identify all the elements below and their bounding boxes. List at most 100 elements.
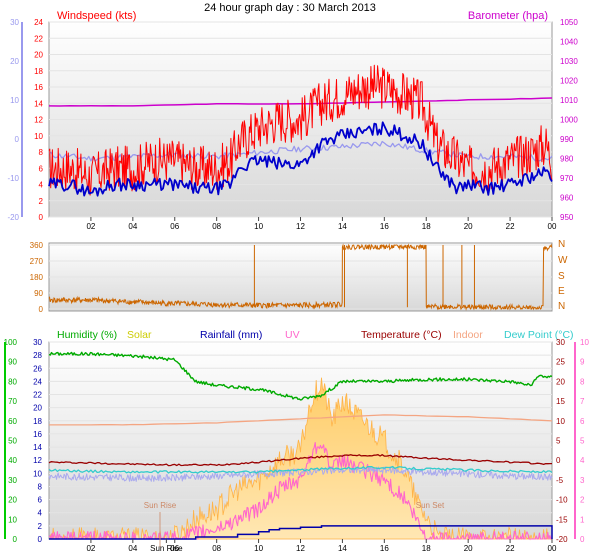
temperature-tick-label: 30: [556, 338, 565, 347]
sunset-annotation: Sun Set: [416, 501, 445, 510]
climate-legend: Humidity (%) Solar Rainfall (mm) UV Temperat…: [57, 329, 574, 341]
uv-tick-label: 6: [580, 417, 585, 426]
windspeed-tick-label: 12: [34, 116, 43, 125]
humidity-tick-label: 80: [8, 377, 17, 386]
x-tick-label: 00: [548, 222, 557, 231]
temperature-tick-label: -15: [556, 515, 568, 524]
panel-direction-grid: [49, 244, 552, 310]
x-tick-label: Sun Rise: [150, 544, 183, 553]
humidity-tick-label: 90: [8, 358, 17, 367]
direction-tick-label: 180: [30, 273, 44, 282]
sunrise-annotation: Sun Rise: [144, 501, 177, 510]
uv-tick-label: 10: [580, 338, 589, 347]
series-rainfall: [49, 525, 553, 540]
series-wind-direction: [48, 243, 553, 311]
temperature-tick-label: 10: [556, 417, 565, 426]
barometer-tick-label: 1010: [560, 96, 578, 105]
windspeed-tick-label: 24: [34, 18, 43, 27]
x-tick-label: 06: [170, 544, 179, 553]
x-tick-label: 14: [338, 222, 347, 231]
x-tick-label: 16: [380, 222, 389, 231]
windspeed-axis-label: Windspeed (kts): [57, 10, 136, 22]
rainfall-tick-label: 12: [33, 456, 42, 465]
rainfall-tick-label: 2: [38, 522, 43, 531]
uv-tick-label: 2: [580, 496, 585, 505]
humidity-tick-label: 0: [13, 535, 18, 544]
windspeed-tick-label: 6: [39, 164, 44, 173]
series-dew-point: [48, 465, 553, 474]
humidity-tick-label: 50: [8, 437, 17, 446]
rainfall-tick-label: 8: [38, 482, 43, 491]
legend-entry: Indoor: [453, 329, 483, 341]
direction-tick-label: 90: [34, 289, 43, 298]
x-tick-label: 08: [212, 222, 221, 231]
uv-tick-label: 0: [580, 535, 585, 544]
rainfall-tick-label: 10: [33, 469, 42, 478]
series-wind-chill: [48, 140, 553, 162]
series-humidity: [48, 351, 553, 401]
barometer-ticks: 1050 1040 1030 1020 1010 1000 990 980 970 960 950: [560, 18, 578, 222]
temperature-tick-label: 25: [556, 358, 565, 367]
direction-tick-label: 0: [39, 305, 44, 314]
x-tick-label: 10: [254, 222, 263, 231]
windspeed-tick-label: 14: [34, 99, 43, 108]
x-tick-label: 16: [380, 544, 389, 553]
x-tick-label: 12: [296, 544, 305, 553]
temperature-tick-label: 20: [556, 377, 565, 386]
legend-entry: Humidity (%): [57, 329, 117, 341]
humidity-tick-label: 10: [8, 515, 17, 524]
wind-chill-tick-label: 10: [10, 96, 19, 105]
series-barometer: [48, 97, 553, 107]
legend-entry: Solar: [127, 329, 152, 341]
rainfall-tick-label: 26: [33, 364, 42, 373]
barometer-tick-label: 1020: [560, 77, 578, 86]
series-windspeed-average: [48, 121, 553, 197]
wind-chill-tick-label: 0: [15, 135, 20, 144]
panel-wind-series: [48, 64, 553, 197]
rainfall-tick-label: 18: [33, 417, 42, 426]
series-uv: [48, 441, 552, 540]
x-tick-label: 04: [128, 544, 137, 553]
barometer-tick-label: 970: [560, 174, 574, 183]
humidity-tick-label: 20: [8, 496, 17, 505]
legend-entry: UV: [285, 329, 300, 341]
wind-chill-tick-label: 20: [10, 57, 19, 66]
x-tick-label: 02: [86, 222, 95, 231]
barometer-tick-label: 960: [560, 194, 574, 203]
rainfall-tick-label: 22: [33, 391, 42, 400]
humidity-tick-label: 30: [8, 476, 17, 485]
temperature-tick-label: 15: [556, 397, 565, 406]
page-title: 24 hour graph day : 30 March 2013: [204, 2, 376, 14]
rainfall-tick-label: 4: [38, 509, 43, 518]
x-tick-label: 14: [338, 544, 347, 553]
legend-entry: Rainfall (mm): [200, 329, 262, 341]
x-tick-label: 08: [212, 544, 221, 553]
x-tick-label: 18: [422, 222, 431, 231]
wind-chill-ticks: 30 20 10 0 -10 -20: [7, 18, 19, 222]
x-tick-label: 22: [506, 222, 515, 231]
panel-direction-series: [48, 243, 553, 311]
barometer-tick-label: 980: [560, 155, 574, 164]
rainfall-tick-label: 24: [33, 377, 42, 386]
barometer-tick-label: 990: [560, 135, 574, 144]
panel-wind-x-ticks: 02 04 06 08 10 12 14 16 18 20 22 00: [86, 217, 557, 231]
series-temperature: [48, 454, 552, 467]
temperature-tick-label: -5: [556, 476, 564, 485]
windspeed-tick-label: 2: [39, 197, 44, 206]
humidity-tick-label: 60: [8, 417, 17, 426]
barometer-tick-label: 1000: [560, 116, 578, 125]
windspeed-tick-label: 0: [39, 213, 44, 222]
compass-label: N: [558, 239, 565, 250]
windspeed-tick-label: 8: [39, 148, 44, 157]
uv-tick-label: 1: [580, 515, 585, 524]
humidity-tick-label: 100: [4, 338, 18, 347]
x-tick-label: 18: [422, 544, 431, 553]
x-tick-label: 02: [86, 544, 95, 553]
panel-climate-series: [48, 351, 553, 541]
windspeed-tick-label: 22: [34, 34, 43, 43]
